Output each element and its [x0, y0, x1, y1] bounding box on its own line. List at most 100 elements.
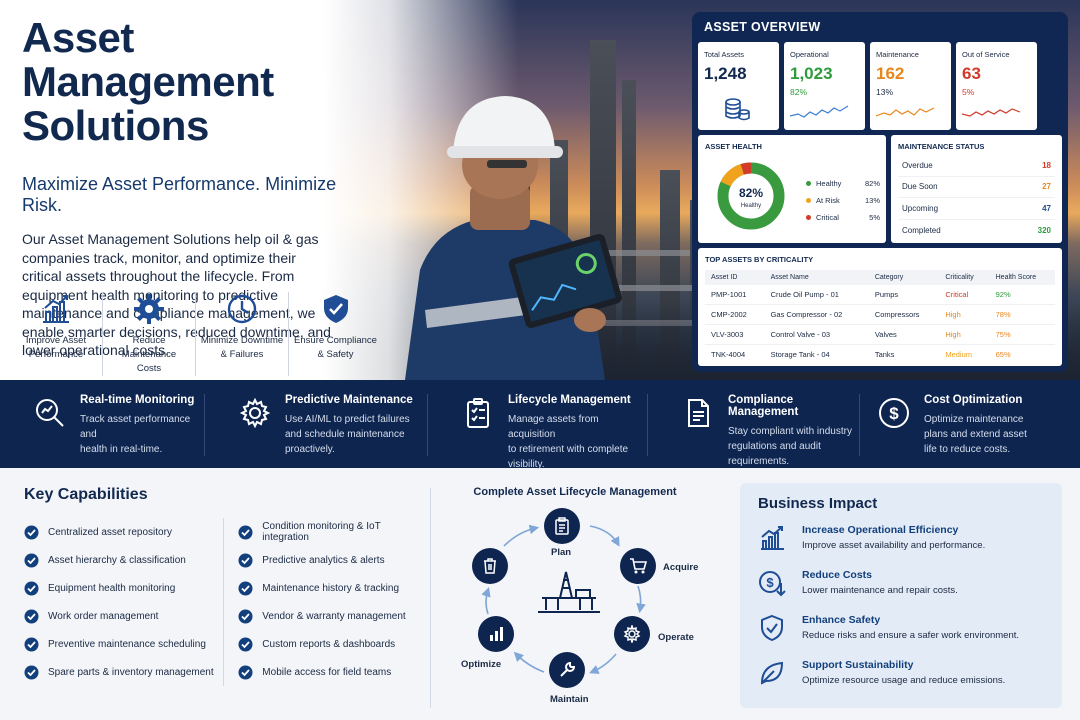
band-item-predictive[interactable]: Predictive Maintenance Use AI/ML to predi…	[205, 394, 428, 456]
sparkline-operational	[790, 105, 849, 118]
check-circle-icon	[238, 609, 253, 623]
growth-chart-icon	[761, 526, 784, 550]
impact-item-safety: Enhance Safety Reduce risks and ensure a …	[758, 614, 1044, 659]
stage-dispose[interactable]	[472, 548, 508, 584]
svg-text:$: $	[889, 404, 899, 423]
lifecycle-title: Complete Asset Lifecycle Management	[473, 486, 677, 498]
shield-check-icon	[323, 295, 348, 323]
hero-feature-row: Improve Asset Performance Reduce Maintena…	[10, 292, 382, 376]
impact-item-costs: $ Reduce Costs Lower maintenance and repa…	[758, 569, 1044, 614]
dollar-circle-icon: $	[879, 398, 909, 428]
feature-ensure-compliance: Ensure Compliance & Safety	[289, 292, 382, 376]
capability-item: Equipment health monitoring	[24, 574, 223, 602]
dollar-down-icon: $	[759, 571, 786, 597]
kpi-total-assets[interactable]: Total Assets 1,248	[698, 42, 779, 130]
legend-healthy: Healthy 82%	[806, 175, 880, 192]
maint-row-overdue[interactable]: Overdue 18	[898, 155, 1055, 177]
capability-item: Custom reports & dashboards	[238, 630, 424, 658]
sparkline-maintenance	[876, 107, 935, 117]
capability-item: Preventive maintenance scheduling	[24, 630, 223, 658]
sparkline-out-of-service	[962, 108, 1021, 117]
engineer-with-tablet-illustration	[405, 96, 622, 380]
svg-text:$: $	[766, 575, 774, 590]
check-circle-icon	[238, 581, 253, 595]
capability-item: Condition monitoring & IoT integration	[238, 518, 424, 546]
capabilities-title: Key Capabilities	[24, 486, 148, 503]
impact-item-efficiency: Increase Operational Efficiency Improve a…	[758, 524, 1044, 569]
maintenance-status-panel: MAINTENANCE STATUS Overdue 18 Due Soon 27 …	[891, 135, 1062, 243]
cart-icon	[630, 558, 647, 574]
check-circle-icon	[238, 665, 253, 679]
oil-rig-icon	[538, 571, 600, 613]
wrench-icon	[560, 661, 576, 677]
table-row[interactable]: CMP-2002 Gas Compressor - 02 Compressors Hi…	[705, 304, 1055, 325]
impact-item-sustainability: Support Sustainability Optimize resource …	[758, 659, 1044, 704]
feature-improve-performance: Improve Asset Performance	[10, 292, 103, 376]
band-item-cost[interactable]: $ Cost Optimization Optimize maintenance p…	[860, 394, 1070, 456]
health-legend: Healthy 82% At Risk 13% Critical 5%	[806, 175, 880, 226]
stage-acquire[interactable]	[620, 548, 656, 584]
chart-bar-icon	[43, 295, 69, 323]
gear-icon	[623, 625, 641, 643]
trash-icon	[484, 558, 496, 574]
stage-plan[interactable]	[544, 508, 580, 544]
kpi-maintenance[interactable]: Maintenance 162 13%	[870, 42, 951, 130]
svg-text:82%: 82%	[739, 186, 763, 200]
check-circle-icon	[238, 637, 253, 651]
leaf-icon	[760, 661, 784, 685]
lifecycle-diagram: Complete Asset Lifecycle Management Plan…	[440, 486, 710, 716]
solutions-band: Real-time Monitoring Track asset performa…	[0, 380, 1080, 470]
table-row[interactable]: TNK-4004 Storage Tank - 04 Tanks Medium 65%	[711, 350, 1011, 359]
shield-check-icon	[761, 614, 783, 642]
asset-stack-icon	[725, 98, 750, 121]
kpi-operational[interactable]: Operational 1,023 82%	[784, 42, 865, 130]
capability-item: Mobile access for field teams	[238, 658, 424, 686]
maint-row-completed[interactable]: Completed 320	[902, 225, 1051, 235]
band-item-lifecycle[interactable]: Lifecycle Management Manage assets from a…	[428, 394, 648, 470]
check-circle-icon	[24, 553, 39, 567]
page-title: Asset Management Solutions	[22, 14, 274, 149]
health-donut-chart: 82% Healthy	[717, 162, 785, 230]
stage-maintain[interactable]	[549, 652, 585, 688]
legend-critical: Critical 5%	[806, 209, 880, 226]
bar-chart-icon	[490, 627, 503, 641]
capability-item: Asset hierarchy & classification	[24, 546, 223, 574]
check-circle-icon	[238, 525, 253, 539]
document-icon	[688, 399, 709, 427]
check-circle-icon	[24, 637, 39, 651]
capability-item: Predictive analytics & alerts	[238, 546, 424, 574]
kpi-out-of-service[interactable]: Out of Service 63 5%	[956, 42, 1037, 130]
feature-reduce-costs: Reduce Maintenance Costs	[103, 292, 196, 376]
clipboard-icon	[555, 517, 569, 535]
band-item-monitoring[interactable]: Real-time Monitoring Track asset performa…	[0, 394, 205, 456]
page-subtitle: Maximize Asset Performance. Minimize Ris…	[22, 174, 337, 215]
stage-optimize[interactable]	[478, 616, 514, 652]
capability-item: Maintenance history & tracking	[238, 574, 424, 602]
table-row[interactable]: VLV-3003 Control Valve - 03 Valves High 75%	[705, 324, 1055, 345]
table-row[interactable]: PMP-1001 Crude Oil Pump - 01 Pumps Critical…	[705, 285, 1055, 305]
maint-row-due-soon[interactable]: Due Soon 27	[898, 177, 1055, 198]
dashboard-title: ASSET OVERVIEW	[704, 20, 821, 34]
asset-health-panel: ASSET HEALTH 82% Healthy Healthy 82% At R…	[698, 135, 886, 243]
asset-overview-dashboard: ASSET OVERVIEW Total Assets 1,248 Operat…	[692, 12, 1068, 372]
lifecycle-arrows	[481, 524, 646, 674]
stage-operate[interactable]	[614, 616, 650, 652]
hero-section: Asset Management Solutions Maximize Asse…	[0, 0, 1080, 380]
impact-title: Business Impact	[758, 495, 878, 512]
key-capabilities: Key Capabilities Centralized asset repos…	[24, 486, 424, 686]
gear-icon	[239, 397, 271, 429]
band-item-compliance[interactable]: Compliance Management Stay compliant with…	[648, 394, 860, 467]
feature-minimize-downtime: Minimize Downtime & Failures	[196, 292, 289, 376]
gear-icon	[134, 294, 164, 324]
capability-item: Centralized asset repository	[24, 518, 223, 546]
clipboard-checklist-icon	[467, 398, 489, 428]
check-circle-icon	[24, 665, 39, 679]
maint-row-upcoming[interactable]: Upcoming 47	[898, 198, 1055, 220]
business-impact-panel: Business Impact Increase Operational Eff…	[740, 483, 1062, 708]
check-circle-icon	[24, 581, 39, 595]
top-assets-table: Asset ID Asset Name Category Criticality Hea…	[705, 270, 1055, 364]
capability-item: Vendor & warranty management	[238, 602, 424, 630]
capability-item: Work order management	[24, 602, 223, 630]
capability-item: Spare parts & inventory management	[24, 658, 223, 686]
clock-icon	[227, 294, 257, 324]
